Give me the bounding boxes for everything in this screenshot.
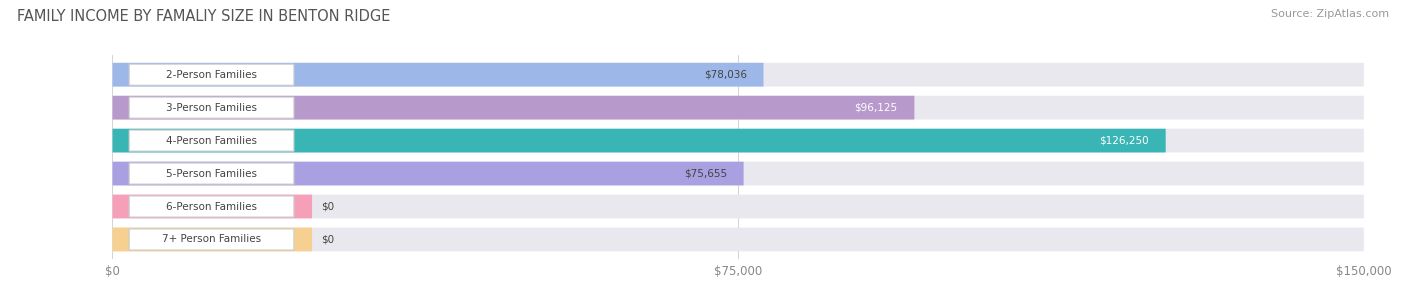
FancyBboxPatch shape bbox=[129, 130, 294, 151]
Text: FAMILY INCOME BY FAMALIY SIZE IN BENTON RIDGE: FAMILY INCOME BY FAMALIY SIZE IN BENTON … bbox=[17, 9, 391, 24]
FancyBboxPatch shape bbox=[112, 195, 312, 218]
FancyBboxPatch shape bbox=[112, 162, 744, 185]
Text: $126,250: $126,250 bbox=[1099, 136, 1149, 145]
Text: 4-Person Families: 4-Person Families bbox=[166, 136, 257, 145]
FancyBboxPatch shape bbox=[112, 129, 1166, 152]
FancyBboxPatch shape bbox=[112, 96, 1364, 120]
FancyBboxPatch shape bbox=[112, 162, 1364, 185]
FancyBboxPatch shape bbox=[112, 96, 914, 120]
FancyBboxPatch shape bbox=[129, 229, 294, 250]
FancyBboxPatch shape bbox=[112, 195, 1364, 218]
Text: $75,655: $75,655 bbox=[683, 169, 727, 178]
Text: 2-Person Families: 2-Person Families bbox=[166, 70, 257, 80]
Text: 6-Person Families: 6-Person Families bbox=[166, 202, 257, 211]
Text: $78,036: $78,036 bbox=[704, 70, 747, 80]
Text: 3-Person Families: 3-Person Families bbox=[166, 103, 257, 113]
FancyBboxPatch shape bbox=[112, 63, 763, 87]
Text: 5-Person Families: 5-Person Families bbox=[166, 169, 257, 178]
Text: $0: $0 bbox=[321, 202, 335, 211]
FancyBboxPatch shape bbox=[112, 129, 1364, 152]
FancyBboxPatch shape bbox=[112, 228, 312, 251]
Text: Source: ZipAtlas.com: Source: ZipAtlas.com bbox=[1271, 9, 1389, 19]
FancyBboxPatch shape bbox=[129, 64, 294, 85]
FancyBboxPatch shape bbox=[129, 196, 294, 217]
FancyBboxPatch shape bbox=[129, 97, 294, 118]
Text: 7+ Person Families: 7+ Person Families bbox=[162, 235, 262, 245]
FancyBboxPatch shape bbox=[112, 63, 1364, 87]
FancyBboxPatch shape bbox=[112, 228, 1364, 251]
Text: $0: $0 bbox=[321, 235, 335, 245]
Text: $96,125: $96,125 bbox=[855, 103, 897, 113]
FancyBboxPatch shape bbox=[129, 163, 294, 184]
